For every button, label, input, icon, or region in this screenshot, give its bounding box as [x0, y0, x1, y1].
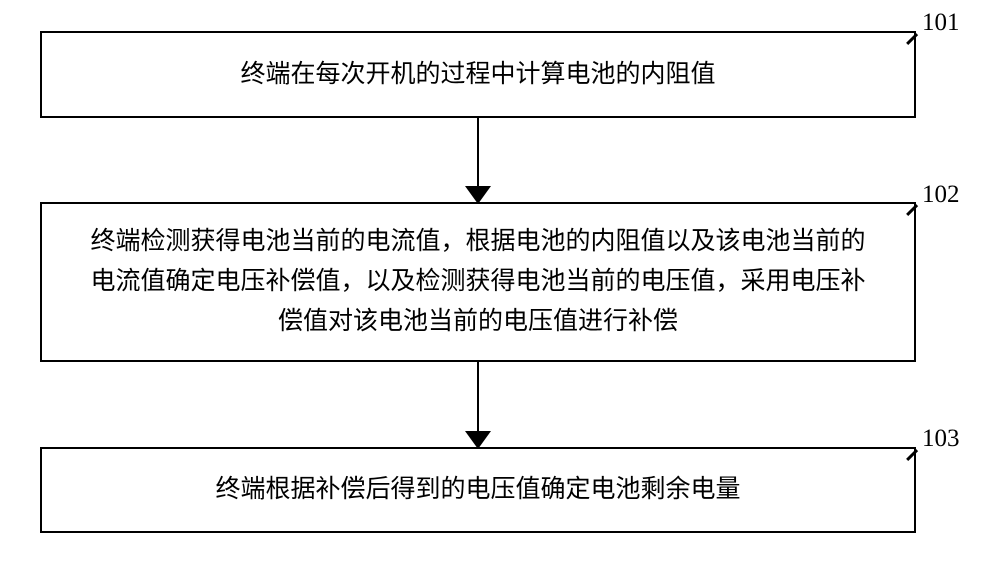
step-label-103: 103: [922, 425, 960, 453]
flowchart-node-103: 终端根据补偿后得到的电压值确定电池剩余电量: [40, 447, 916, 533]
flowchart-node-102: 终端检测获得电池当前的电流值，根据电池的内阻值以及该电池当前的电流值确定电压补偿…: [40, 202, 916, 362]
node-text: 终端在每次开机的过程中计算电池的内阻值: [62, 55, 894, 95]
flowchart-node-101: 终端在每次开机的过程中计算电池的内阻值: [40, 31, 916, 118]
node-text: 终端根据补偿后得到的电压值确定电池剩余电量: [62, 470, 894, 510]
step-label-101: 101: [922, 9, 960, 37]
arrow-2-line: [477, 362, 480, 434]
flowchart-canvas: 终端在每次开机的过程中计算电池的内阻值 101 终端检测获得电池当前的电流值，根…: [0, 0, 1000, 582]
step-label-102: 102: [922, 181, 960, 209]
node-text: 终端检测获得电池当前的电流值，根据电池的内阻值以及该电池当前的电流值确定电压补偿…: [88, 222, 868, 342]
arrow-1-line: [477, 118, 480, 189]
